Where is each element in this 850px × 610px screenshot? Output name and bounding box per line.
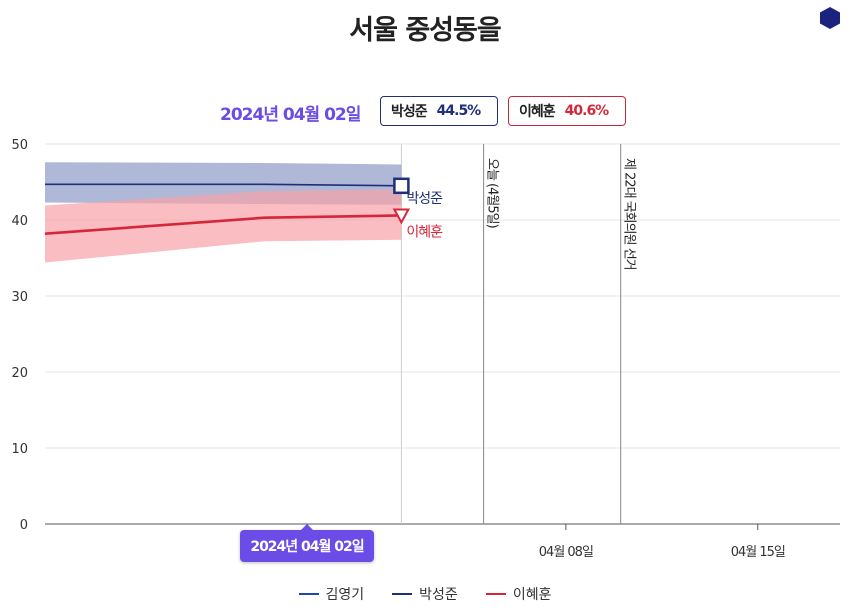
- x-tick-label: 04월 08일: [539, 545, 593, 560]
- header-row: 2024년 04월 02일 박성준 44.5% 이혜훈 40.6%: [0, 96, 850, 128]
- legend-swatch: [485, 593, 506, 595]
- legend-item[interactable]: 박성준: [392, 584, 458, 604]
- x-tick-label: 04월 15일: [731, 545, 785, 560]
- chart-title: 서울 중성동을: [349, 15, 501, 46]
- y-tick-label: 10: [11, 442, 28, 457]
- y-tick-label: 0: [20, 518, 28, 533]
- confidence-band: [45, 189, 402, 263]
- series-line: [45, 183, 402, 187]
- header-date: 2024년 04월 02일: [220, 105, 361, 125]
- legend-label: 이혜훈: [512, 587, 552, 603]
- event-label: 제 22대 국회의원 선거: [622, 158, 637, 270]
- candidate-chip-park[interactable]: 박성준 44.5%: [380, 96, 498, 126]
- legend-swatch: [298, 593, 319, 595]
- chip-name: 박성준: [391, 104, 428, 120]
- chip-name: 이혜훈: [519, 104, 556, 120]
- series-line: [44, 214, 402, 235]
- series-marker: [393, 177, 410, 195]
- legend: 김영기 박성준 이혜훈: [0, 584, 850, 604]
- legend-item[interactable]: 김영기: [298, 584, 365, 604]
- y-tick-label: 30: [11, 290, 28, 305]
- y-tick-label: 20: [11, 366, 28, 381]
- series-marker: [392, 208, 411, 225]
- chip-value: 44.5%: [436, 103, 482, 119]
- series-end-label: 이혜훈: [406, 224, 443, 240]
- legend-item[interactable]: 이혜훈: [485, 584, 552, 604]
- date-tooltip: 2024년 04월 02일: [240, 524, 374, 562]
- event-label: 오늘 (4월5일): [485, 158, 500, 228]
- hexagon-icon[interactable]: [818, 6, 842, 30]
- legend-swatch: [392, 593, 413, 595]
- y-tick-label: 40: [11, 214, 28, 229]
- legend-label: 김영기: [325, 587, 365, 603]
- y-tick-label: 50: [11, 138, 28, 153]
- series-end-label: 박성준: [406, 191, 443, 207]
- chip-value: 40.6%: [564, 103, 610, 119]
- legend-label: 박성준: [419, 587, 458, 603]
- candidate-chip-lee[interactable]: 이혜훈 40.6%: [508, 96, 626, 126]
